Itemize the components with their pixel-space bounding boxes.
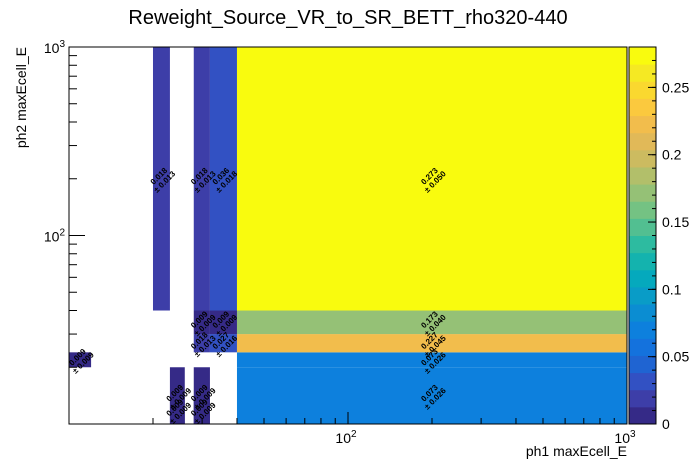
palette-swatch bbox=[629, 355, 656, 374]
heatmap-cell bbox=[236, 310, 627, 335]
palette-swatch bbox=[629, 166, 656, 185]
color-palette: 0 0.05 0.1 0.15 0.2 0.25 bbox=[628, 46, 689, 432]
palette-swatch bbox=[629, 252, 656, 271]
heatmap-cell bbox=[193, 396, 210, 424]
chart-title: Reweight_Source_VR_to_SR_BETT_rho320-440 bbox=[128, 7, 567, 29]
palette-swatch bbox=[629, 132, 656, 151]
palette-swatch bbox=[629, 201, 656, 219]
palette-swatch bbox=[629, 235, 656, 254]
palette-swatch bbox=[629, 286, 656, 305]
palette-swatch bbox=[629, 269, 656, 288]
x-tick-label: 103 bbox=[614, 429, 636, 446]
heatmap-cell bbox=[236, 47, 627, 311]
palette-swatch bbox=[629, 64, 656, 82]
heatmap-cell bbox=[193, 47, 210, 311]
cell-value-label: 0.009± 0.009 bbox=[65, 344, 96, 375]
heatmap-cell bbox=[236, 352, 627, 368]
palette-swatch bbox=[629, 389, 656, 408]
x-tick-label: 102 bbox=[335, 429, 357, 446]
y-tick-label: 102 bbox=[44, 228, 66, 245]
palette-tick-label: 0.1 bbox=[662, 281, 682, 297]
palette-swatch bbox=[629, 218, 656, 236]
heatmap-cell bbox=[169, 396, 185, 424]
heatmap-cell bbox=[69, 352, 92, 368]
heatmap-cells bbox=[69, 47, 627, 424]
heatmap-cell bbox=[152, 47, 170, 311]
heatmap-cell bbox=[193, 310, 210, 335]
palette-swatch bbox=[629, 149, 656, 168]
palette-swatch bbox=[629, 321, 656, 339]
heatmap-cell bbox=[209, 47, 237, 311]
heatmap-cell bbox=[236, 367, 627, 424]
palette-tick-label: 0.15 bbox=[662, 214, 689, 230]
palette-swatch bbox=[629, 47, 656, 65]
palette-swatch bbox=[629, 115, 656, 134]
palette-tick-label: 0.05 bbox=[662, 349, 689, 365]
palette-swatch bbox=[629, 406, 656, 425]
heatmap-cell bbox=[209, 310, 237, 335]
palette-swatch bbox=[629, 81, 656, 99]
palette-tick-label: 0.2 bbox=[662, 147, 682, 163]
cell-value-label: 0.018± 0.013 bbox=[146, 163, 177, 194]
x-axis: 102 103 bbox=[68, 412, 636, 446]
palette-tick-label: 0.25 bbox=[662, 79, 689, 95]
heatmap-cell bbox=[236, 334, 627, 353]
y-tick-label: 103 bbox=[44, 39, 66, 56]
palette-swatch bbox=[629, 184, 656, 202]
x-axis-label: ph1 maxEcell_E bbox=[526, 443, 627, 459]
palette-tick-label: 0 bbox=[662, 416, 670, 432]
palette-swatch bbox=[629, 98, 656, 117]
palette-swatch bbox=[629, 304, 656, 322]
y-axis-label: ph2 maxEcell_E bbox=[13, 47, 29, 148]
y-axis: 102 103 bbox=[44, 39, 85, 425]
heatmap-cell bbox=[193, 334, 210, 353]
palette-swatch bbox=[629, 338, 656, 356]
palette-swatch bbox=[629, 372, 656, 391]
heatmap-cell bbox=[209, 334, 237, 353]
